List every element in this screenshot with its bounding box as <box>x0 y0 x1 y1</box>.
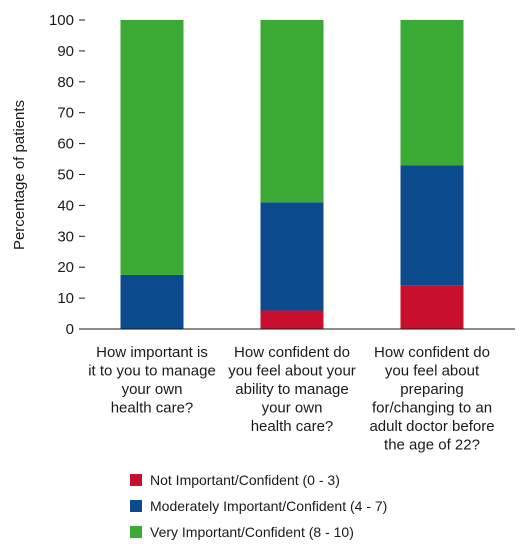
bars <box>120 20 464 329</box>
bar-segment-3-series-1 <box>400 285 464 329</box>
bar-segment-2-series-1 <box>260 310 324 329</box>
legend-swatch-blue <box>130 500 142 512</box>
legend-swatch-red <box>130 474 142 486</box>
y-tick-label: 20 <box>57 259 74 276</box>
bar-segment-2-series-2 <box>260 202 324 311</box>
x-category-label: How confident do you feel about preparing f… <box>369 344 494 454</box>
x-category-label: How important is it to you to manage your … <box>88 344 216 417</box>
x-category-label: How confident do you feel about your abili… <box>228 344 356 435</box>
legend-label: Very Important/Confident (8 - 10) <box>150 524 354 540</box>
y-axis: 0 10 20 30 40 50 60 70 80 90 100 <box>49 12 85 338</box>
y-tick-label: 90 <box>57 43 74 60</box>
bar-segment-3-series-2 <box>400 165 464 286</box>
legend-item-very-important: Very Important/Confident (8 - 10) <box>130 519 387 545</box>
stacked-bar-chart: 0 10 20 30 40 50 60 70 80 90 100 Percentage of pat… <box>11 12 515 454</box>
x-axis-labels: How important is it to you to manage your … <box>88 344 494 454</box>
legend-item-moderately-important: Moderately Important/Confident (4 - 7) <box>130 493 387 519</box>
bar-segment-3-series-3 <box>400 20 464 166</box>
legend: Not Important/Confident (0 - 3) Moderate… <box>130 467 387 545</box>
legend-swatch-green <box>130 526 142 538</box>
y-tick-label: 100 <box>49 12 74 29</box>
y-axis-label: Percentage of patients <box>11 100 28 250</box>
bar-segment-1-series-2 <box>120 274 184 329</box>
legend-item-not-important: Not Important/Confident (0 - 3) <box>130 467 387 493</box>
y-tick-label: 10 <box>57 290 74 307</box>
y-tick-label: 60 <box>57 136 74 153</box>
y-tick-label: 0 <box>66 321 74 338</box>
legend-label: Moderately Important/Confident (4 - 7) <box>150 498 388 514</box>
y-tick-label: 70 <box>57 105 74 122</box>
y-tick-label: 30 <box>57 228 74 245</box>
legend-label: Not Important/Confident (0 - 3) <box>150 472 340 488</box>
bar-segment-1-series-3 <box>120 20 184 275</box>
y-tick-label: 80 <box>57 74 74 91</box>
bar-segment-2-series-3 <box>260 20 324 203</box>
y-tick-label: 50 <box>57 167 74 184</box>
y-tick-label: 40 <box>57 197 74 214</box>
